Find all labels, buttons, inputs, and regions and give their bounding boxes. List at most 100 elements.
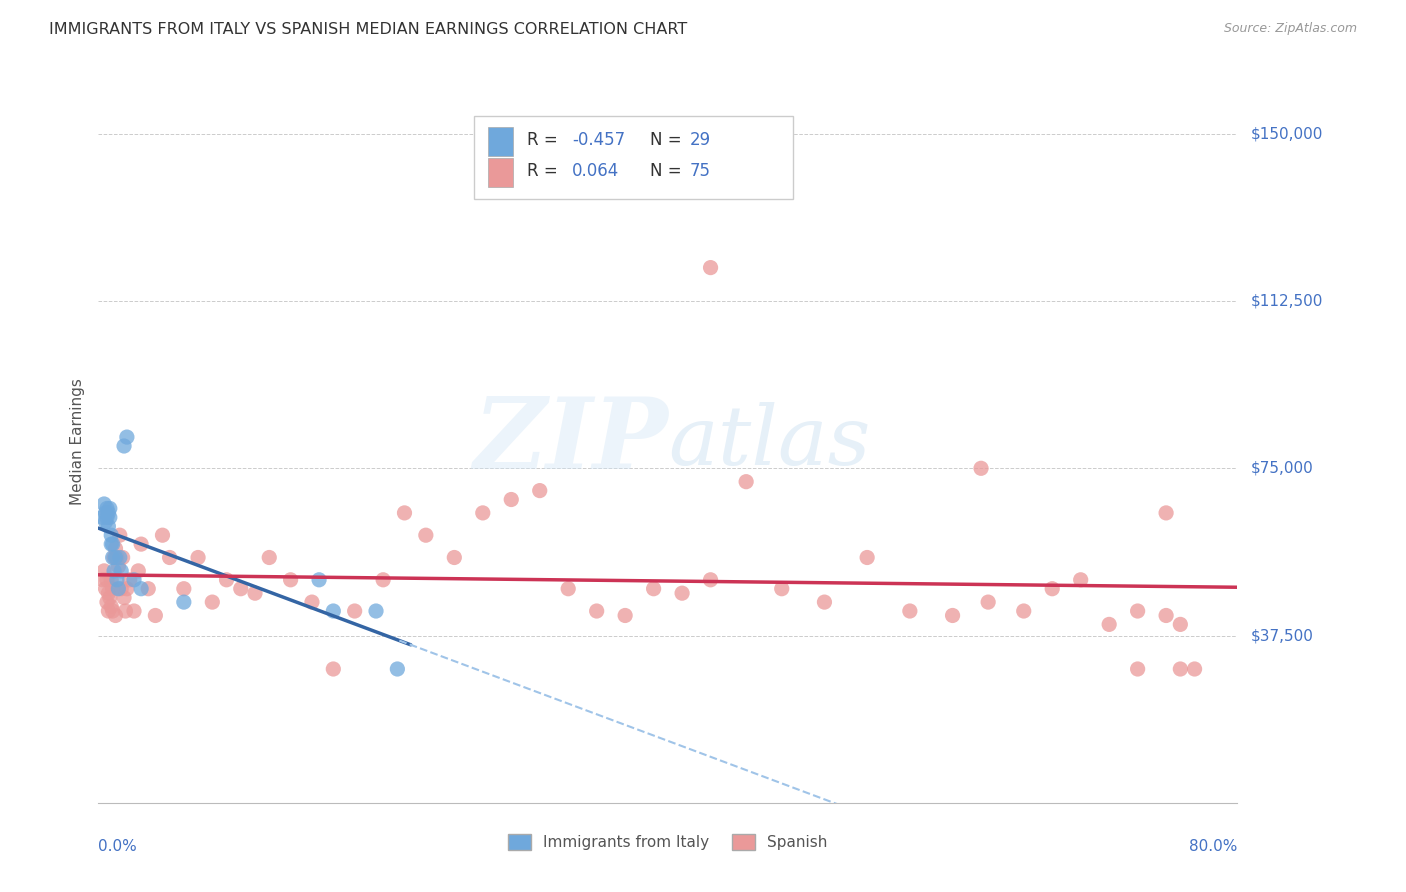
Point <box>101 550 124 565</box>
Point <box>1126 604 1149 618</box>
Point <box>114 604 136 618</box>
Point <box>699 260 721 275</box>
Point <box>471 506 494 520</box>
Point <box>122 604 145 618</box>
Point <box>96 501 118 516</box>
Point <box>1098 617 1121 632</box>
Point <box>322 604 344 618</box>
Point <box>856 550 879 565</box>
Point <box>98 501 121 516</box>
Text: IMMIGRANTS FROM ITALY VS SPANISH MEDIAN EARNINGS CORRELATION CHART: IMMIGRANTS FROM ITALY VS SPANISH MEDIAN … <box>49 22 688 37</box>
Point <box>443 550 465 565</box>
Point <box>94 515 117 529</box>
Point <box>104 608 127 623</box>
Point <box>699 573 721 587</box>
Point <box>100 573 122 587</box>
Text: $37,500: $37,500 <box>1251 628 1315 643</box>
Text: 29: 29 <box>689 131 710 149</box>
Point <box>373 573 395 587</box>
Point <box>770 582 793 596</box>
Point <box>557 582 579 596</box>
Point <box>585 604 607 618</box>
Point <box>108 550 131 565</box>
Point <box>103 564 125 578</box>
Point <box>91 573 114 587</box>
Text: $112,500: $112,500 <box>1251 293 1323 309</box>
Point <box>94 582 117 596</box>
Point <box>105 573 128 587</box>
Point <box>127 564 149 578</box>
Point <box>97 586 120 600</box>
Point <box>93 497 115 511</box>
Point <box>159 550 181 565</box>
Point <box>107 582 129 596</box>
Point <box>415 528 437 542</box>
Point <box>97 519 120 533</box>
Point <box>122 573 145 587</box>
Point <box>280 573 302 587</box>
Point <box>94 506 117 520</box>
Text: N =: N = <box>650 162 686 180</box>
Text: Source: ZipAtlas.com: Source: ZipAtlas.com <box>1223 22 1357 36</box>
Point <box>173 595 195 609</box>
Point <box>136 582 159 596</box>
Text: R =: R = <box>527 131 562 149</box>
Point <box>643 582 665 596</box>
Point <box>115 582 138 596</box>
Point <box>97 506 120 520</box>
Point <box>1154 506 1177 520</box>
Text: 80.0%: 80.0% <box>1189 838 1237 854</box>
Point <box>1012 604 1035 618</box>
Point <box>112 439 135 453</box>
Text: 75: 75 <box>689 162 710 180</box>
Point <box>145 608 167 623</box>
Point <box>735 475 758 489</box>
Point <box>111 550 134 565</box>
Point <box>501 492 523 507</box>
Point <box>1154 608 1177 623</box>
Point <box>942 608 965 623</box>
Point <box>394 506 416 520</box>
Point <box>259 550 281 565</box>
Point <box>129 582 152 596</box>
Point <box>529 483 551 498</box>
Point <box>110 582 132 596</box>
Point <box>614 608 637 623</box>
Point <box>107 559 129 574</box>
Point <box>104 550 127 565</box>
Point <box>322 662 344 676</box>
Point <box>97 604 120 618</box>
Point <box>301 595 323 609</box>
Point <box>215 573 238 587</box>
Text: -0.457: -0.457 <box>572 131 626 149</box>
Point <box>152 528 174 542</box>
Text: R =: R = <box>527 162 562 180</box>
Point <box>105 550 128 565</box>
Point <box>98 591 121 605</box>
FancyBboxPatch shape <box>474 117 793 200</box>
Text: ZIP: ZIP <box>472 393 668 490</box>
Point <box>101 582 124 596</box>
Point <box>813 595 835 609</box>
Text: 0.0%: 0.0% <box>98 838 138 854</box>
Point <box>898 604 921 618</box>
Point <box>118 573 141 587</box>
Bar <box>488 128 513 156</box>
Point <box>173 582 195 596</box>
Point <box>129 537 152 551</box>
Point <box>100 599 122 614</box>
Point <box>98 510 121 524</box>
Point <box>101 537 124 551</box>
Point <box>93 564 115 578</box>
Point <box>96 510 118 524</box>
Legend: Immigrants from Italy, Spanish: Immigrants from Italy, Spanish <box>502 829 834 856</box>
Y-axis label: Median Earnings: Median Earnings <box>69 378 84 505</box>
Point <box>91 510 114 524</box>
Point <box>977 595 1000 609</box>
Point <box>110 564 132 578</box>
Point <box>104 541 127 556</box>
Point <box>103 550 125 565</box>
Point <box>96 595 118 609</box>
Point <box>1070 573 1092 587</box>
Point <box>100 528 122 542</box>
